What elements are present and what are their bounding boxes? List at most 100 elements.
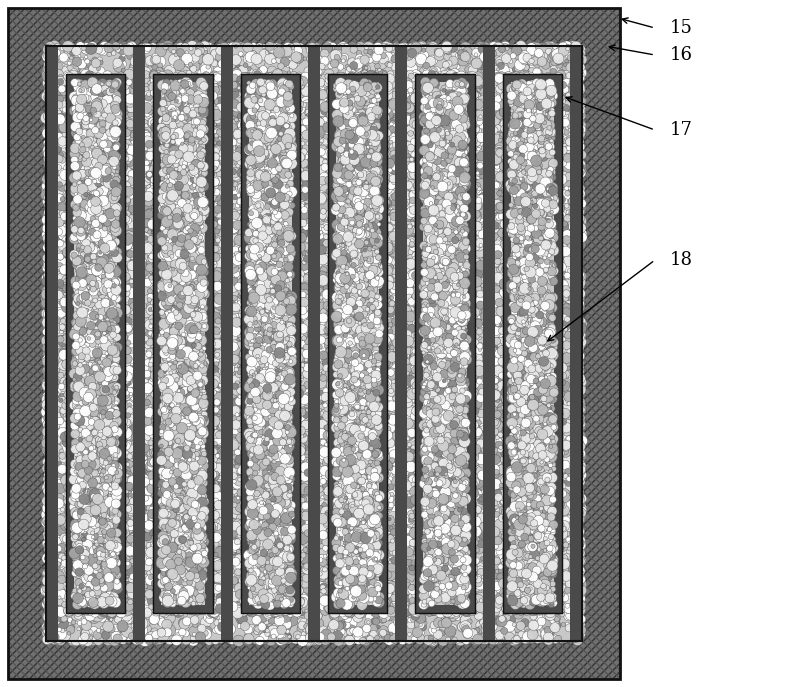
Point: [71, 52, 84, 63]
Point: [267, 457, 280, 468]
Point: [345, 395, 358, 406]
Point: [548, 171, 561, 182]
Point: [262, 324, 274, 335]
Point: [129, 122, 142, 133]
Point: [319, 135, 332, 146]
Point: [456, 525, 469, 536]
Point: [273, 482, 286, 493]
Point: [418, 552, 430, 563]
Point: [346, 519, 359, 530]
Point: [241, 203, 254, 214]
Point: [412, 273, 425, 284]
Point: [103, 365, 116, 376]
Point: [470, 526, 482, 537]
Point: [120, 122, 133, 133]
Point: [534, 302, 546, 313]
Point: [162, 479, 175, 490]
Point: [69, 89, 82, 100]
Point: [88, 282, 101, 293]
Point: [111, 345, 124, 356]
Point: [218, 392, 230, 403]
Point: [543, 479, 556, 490]
Point: [418, 267, 430, 278]
Point: [566, 540, 578, 551]
Point: [417, 218, 430, 229]
Point: [224, 620, 237, 631]
Point: [254, 529, 266, 540]
Point: [215, 582, 228, 593]
Point: [173, 364, 186, 375]
Point: [433, 136, 446, 147]
Point: [518, 594, 530, 605]
Point: [540, 325, 553, 336]
Point: [431, 556, 444, 567]
Point: [532, 249, 545, 260]
Point: [351, 563, 364, 574]
Point: [570, 554, 583, 565]
Point: [249, 285, 262, 296]
Point: [447, 559, 460, 570]
Point: [199, 488, 212, 499]
Point: [473, 333, 486, 344]
Point: [560, 578, 573, 589]
Point: [453, 349, 466, 360]
Point: [530, 499, 543, 510]
Point: [347, 53, 360, 64]
Point: [373, 493, 386, 504]
Point: [361, 102, 374, 113]
Point: [406, 578, 419, 589]
Point: [81, 120, 94, 131]
Point: [301, 607, 314, 618]
Point: [69, 209, 82, 220]
Point: [405, 49, 418, 60]
Point: [352, 349, 365, 360]
Point: [290, 523, 303, 534]
Point: [350, 179, 362, 190]
Point: [76, 97, 89, 108]
Point: [507, 139, 520, 150]
Point: [432, 537, 445, 548]
Point: [65, 296, 78, 307]
Point: [294, 630, 307, 641]
Point: [398, 238, 410, 249]
Point: [452, 66, 465, 77]
Point: [393, 329, 406, 340]
Point: [255, 430, 268, 441]
Point: [245, 561, 258, 572]
Point: [58, 552, 70, 563]
Point: [345, 451, 358, 462]
Point: [262, 480, 274, 491]
Point: [48, 543, 61, 554]
Point: [258, 210, 271, 221]
Point: [346, 284, 359, 295]
Point: [86, 321, 99, 332]
Point: [326, 612, 339, 623]
Point: [66, 474, 79, 485]
Point: [516, 508, 529, 519]
Point: [512, 455, 525, 466]
Point: [526, 251, 539, 262]
Point: [94, 328, 107, 339]
Point: [534, 495, 546, 506]
Point: [318, 572, 330, 583]
Point: [538, 600, 551, 611]
Point: [545, 603, 558, 614]
Point: [534, 190, 547, 201]
Point: [319, 337, 332, 348]
Point: [78, 398, 91, 409]
Point: [341, 542, 354, 553]
Point: [245, 443, 258, 454]
Point: [129, 239, 142, 250]
Point: [330, 396, 343, 407]
Point: [146, 302, 158, 313]
Point: [322, 168, 335, 179]
Point: [574, 62, 587, 73]
Point: [101, 189, 114, 200]
Point: [81, 248, 94, 259]
Point: [77, 262, 90, 273]
Point: [90, 183, 103, 194]
Point: [87, 451, 100, 462]
Point: [156, 425, 169, 436]
Point: [487, 627, 500, 638]
Point: [276, 148, 289, 159]
